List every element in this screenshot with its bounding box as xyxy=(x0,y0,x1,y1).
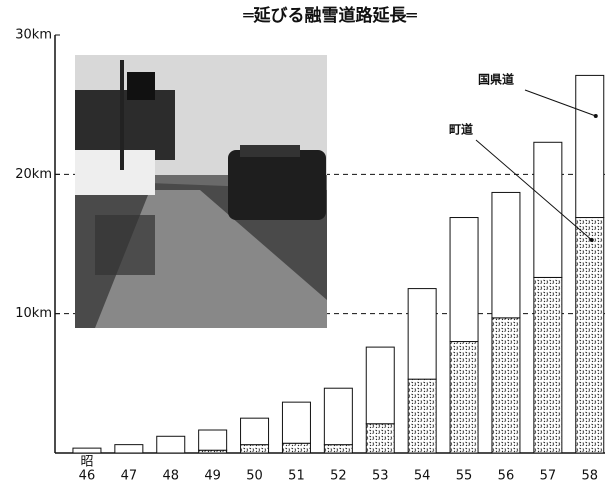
leader-line xyxy=(475,139,593,241)
bar-segment xyxy=(365,423,395,454)
bar-segment xyxy=(533,141,563,278)
y-tick-label: 10km xyxy=(15,306,52,321)
leader-dot xyxy=(589,238,594,242)
x-tick-label: 47 xyxy=(121,469,138,484)
bar-segment xyxy=(240,444,270,454)
bar-segment xyxy=(114,444,144,454)
bar-segment xyxy=(72,447,102,454)
x-tick-label: 58 xyxy=(581,469,598,484)
bar-segment xyxy=(323,387,353,446)
x-tick-label: 53 xyxy=(372,469,389,484)
bar-segment xyxy=(407,288,437,380)
bar-segment xyxy=(365,346,395,425)
bar-segment xyxy=(449,341,479,454)
x-tick-label: 56 xyxy=(498,469,515,484)
x-era-label: 昭 xyxy=(80,455,93,470)
bar-segment xyxy=(491,317,521,454)
bar-segment xyxy=(407,378,437,454)
legend-label: 国県道 xyxy=(478,72,514,87)
chart-title: ═延びる融雪道路延長═ xyxy=(242,5,417,26)
x-tick-label: 49 xyxy=(204,469,221,484)
x-tick-label: 57 xyxy=(540,469,557,484)
leader-line xyxy=(524,89,596,117)
bar-segment xyxy=(449,217,479,343)
x-tick-label: 55 xyxy=(456,469,473,484)
x-tick-label: 50 xyxy=(246,469,263,484)
bar-segment xyxy=(533,276,563,454)
photo xyxy=(75,55,327,328)
bar-segment xyxy=(281,442,311,454)
x-tick-label: 48 xyxy=(162,469,179,484)
bar-segment xyxy=(323,444,353,454)
bar-segment xyxy=(198,429,228,451)
bar-segment xyxy=(281,401,311,444)
bar-segment xyxy=(156,435,186,454)
leader-dot xyxy=(593,114,598,118)
legend-label: 町道 xyxy=(449,122,473,137)
bar-segment xyxy=(575,217,605,454)
bar-segment xyxy=(491,191,521,319)
y-tick-label: 30km xyxy=(15,28,52,43)
y-tick-label: 20km xyxy=(15,167,52,182)
bar-segment xyxy=(240,417,270,446)
x-tick-label: 51 xyxy=(288,469,305,484)
bar-segment xyxy=(575,74,605,219)
x-tick-label: 54 xyxy=(414,469,431,484)
x-tick-label: 52 xyxy=(330,469,347,484)
x-tick-label: 46 xyxy=(79,469,96,484)
